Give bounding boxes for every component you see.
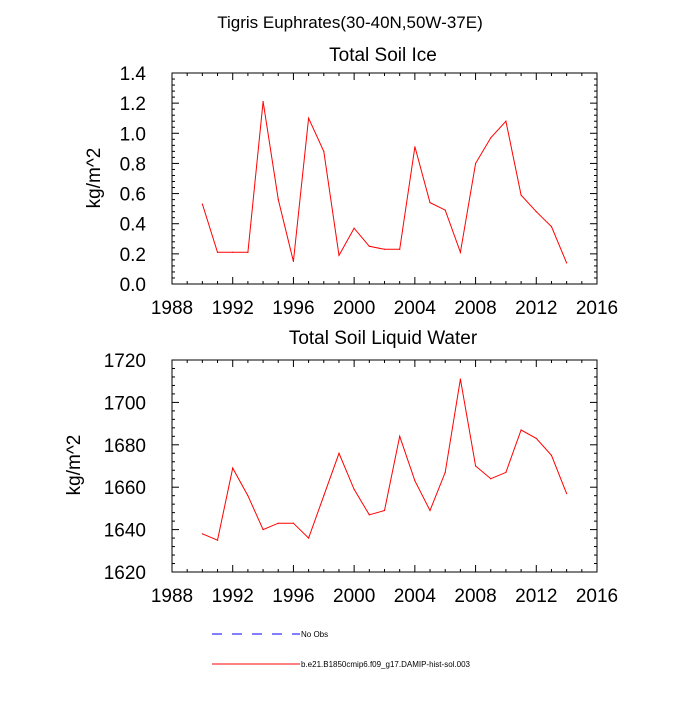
data-point (383, 509, 386, 512)
x-tick-label: 2008 (454, 298, 496, 319)
data-point (323, 150, 325, 152)
data-point (247, 251, 249, 253)
data-point (429, 202, 431, 204)
figure-title: Tigris Euphrates(30-40N,50W-37E) (217, 13, 483, 32)
y-tick-label: 1620 (104, 563, 146, 584)
data-point (338, 452, 340, 454)
x-tick-label: 1996 (272, 298, 314, 319)
legend: No Obs b.e21.B1850cmip6.f09_g17.DAMIP-hi… (212, 630, 471, 669)
data-point (262, 529, 264, 531)
y-axis-label: kg/m^2 (64, 435, 85, 496)
plot-frame (171, 359, 598, 573)
data-point (566, 262, 568, 264)
data-point (535, 437, 537, 440)
x-tick-label: 2004 (394, 298, 437, 319)
y-tick-label: 0.2 (120, 245, 146, 266)
data-point (201, 533, 203, 535)
y-tick-label: 1.2 (120, 94, 146, 115)
y-axis-label: kg/m^2 (84, 148, 105, 209)
plot-area: 1988 1992 1996 2000 2004 2008 2012 2016 0.0 0.2 0.… (120, 64, 619, 319)
data-point (566, 492, 568, 495)
data-point (353, 488, 355, 490)
data-point (323, 495, 325, 497)
data-point (459, 378, 461, 380)
y-tick-label: 1680 (104, 436, 146, 457)
data-point (247, 495, 249, 497)
y-tick-label: 0.0 (120, 275, 146, 296)
data-point (232, 251, 234, 253)
data-point (383, 248, 386, 250)
x-tick-label: 2016 (576, 586, 618, 607)
data-point (520, 429, 522, 431)
data-point (550, 226, 553, 228)
data-point (474, 162, 477, 165)
data-point (399, 248, 401, 250)
x-tick-label: 2016 (576, 298, 618, 319)
y-tick-label: 1.4 (120, 64, 147, 85)
data-point (338, 254, 340, 256)
x-tick-label: 1988 (151, 298, 193, 319)
data-point (414, 146, 416, 148)
y-tick-label: 0.6 (120, 185, 146, 206)
data-point (550, 454, 553, 456)
y-tick-label: 0.8 (120, 154, 146, 175)
data-point (216, 251, 219, 253)
panel-title: Total Soil Liquid Water (289, 328, 478, 349)
plot-area: 1988 1992 1996 2000 2004 2008 2012 2016 1620 1640… (104, 351, 618, 607)
data-point (505, 471, 507, 473)
data-point (292, 260, 295, 262)
data-point (520, 194, 522, 196)
x-tick-label: 1996 (272, 586, 314, 607)
legend-label-model: b.e21.B1850cmip6.f09_g17.DAMIP-hist-sol.… (301, 660, 471, 669)
data-point (308, 117, 310, 119)
data-point (444, 209, 446, 211)
data-point (505, 120, 507, 122)
data-point (201, 203, 203, 205)
data-point (490, 137, 492, 139)
data-point (277, 199, 279, 201)
panel-title: Total Soil Ice (329, 45, 437, 66)
data-point (353, 227, 355, 229)
data-point (368, 245, 370, 247)
data-point (262, 101, 264, 103)
data-point (414, 480, 416, 482)
y-tick-label: 1660 (104, 478, 146, 499)
x-tick-label: 2004 (394, 586, 437, 607)
panel-soil-liquid-water: Total Soil Liquid Water kg/m^2 1988 1992 1… (64, 328, 618, 607)
panel-soil-ice: Total Soil Ice kg/m^2 1988 1992 1996 2000 20… (84, 45, 618, 319)
legend-label-obs: No Obs (301, 630, 328, 639)
x-tick-label: 1992 (212, 586, 254, 607)
data-point (292, 522, 295, 524)
x-tick-label: 2012 (515, 298, 557, 319)
x-tick-label: 2012 (515, 586, 557, 607)
y-tick-label: 0.4 (120, 215, 147, 236)
data-point (490, 478, 492, 480)
data-point (444, 471, 446, 473)
y-tick-label: 1640 (104, 521, 146, 542)
data-point (368, 514, 370, 516)
series-line (202, 379, 568, 541)
data-point (232, 467, 234, 469)
data-point (277, 522, 279, 524)
data-point (308, 537, 310, 539)
x-tick-label: 2000 (333, 298, 375, 319)
series-line (201, 101, 568, 264)
data-point (429, 509, 431, 512)
x-tick-label: 1992 (212, 298, 254, 319)
data-point (474, 465, 477, 467)
data-point (459, 251, 461, 253)
data-point (216, 539, 219, 541)
y-tick-label: 1.0 (120, 124, 146, 145)
x-tick-label: 1988 (151, 586, 193, 607)
x-tick-label: 2000 (333, 586, 375, 607)
data-point (399, 435, 401, 437)
y-tick-label: 1720 (104, 351, 146, 372)
x-tick-label: 2008 (454, 586, 496, 607)
data-point (535, 211, 537, 213)
y-tick-label: 1700 (104, 393, 146, 414)
